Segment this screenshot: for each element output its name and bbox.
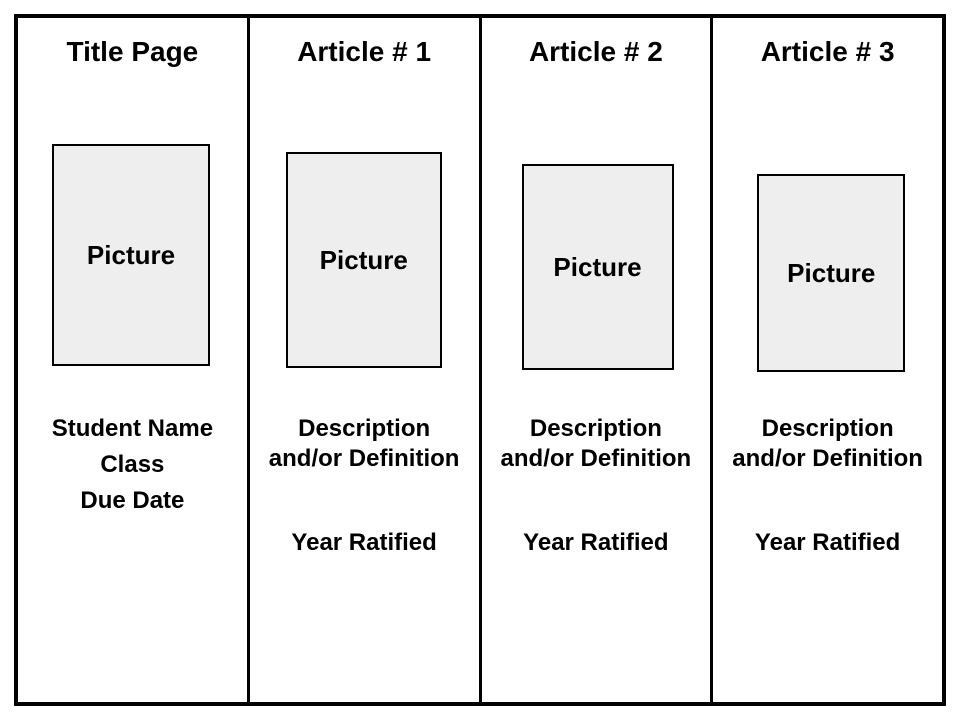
body-line: Due Date bbox=[34, 486, 231, 516]
body-line: Class bbox=[34, 450, 231, 480]
body-line: Description and/or Definition bbox=[266, 414, 463, 474]
picture-placeholder: Picture bbox=[286, 152, 442, 368]
table-row: Title Page Picture Student Name Class Du… bbox=[18, 18, 942, 702]
body-line: Description and/or Definition bbox=[729, 414, 926, 474]
body-line-spacer bbox=[498, 480, 695, 522]
column-body: Student Name Class Due Date bbox=[18, 408, 247, 522]
column-heading: Title Page bbox=[18, 36, 247, 68]
body-line: Year Ratified bbox=[266, 528, 463, 558]
column-body: Description and/or Definition Year Ratif… bbox=[482, 408, 711, 564]
picture-placeholder: Picture bbox=[52, 144, 210, 366]
picture-placeholder: Picture bbox=[522, 164, 674, 370]
body-line-spacer bbox=[266, 480, 463, 522]
column-article-2: Article # 2 Picture Description and/or D… bbox=[482, 18, 714, 702]
body-line-spacer bbox=[729, 480, 926, 522]
picture-placeholder: Picture bbox=[757, 174, 905, 372]
column-article-3: Article # 3 Picture Description and/or D… bbox=[713, 18, 942, 702]
picture-label: Picture bbox=[787, 258, 875, 289]
template-table: Title Page Picture Student Name Class Du… bbox=[14, 14, 946, 706]
column-body: Description and/or Definition Year Ratif… bbox=[713, 408, 942, 564]
column-body: Description and/or Definition Year Ratif… bbox=[250, 408, 479, 564]
column-article-1: Article # 1 Picture Description and/or D… bbox=[250, 18, 482, 702]
picture-label: Picture bbox=[553, 252, 641, 283]
body-line: Description and/or Definition bbox=[498, 414, 695, 474]
column-title-page: Title Page Picture Student Name Class Du… bbox=[18, 18, 250, 702]
column-heading: Article # 2 bbox=[482, 36, 711, 68]
body-line: Year Ratified bbox=[729, 528, 926, 558]
picture-label: Picture bbox=[87, 240, 175, 271]
column-heading: Article # 3 bbox=[713, 36, 942, 68]
column-heading: Article # 1 bbox=[250, 36, 479, 68]
body-line: Year Ratified bbox=[498, 528, 695, 558]
picture-label: Picture bbox=[320, 245, 408, 276]
body-line: Student Name bbox=[34, 414, 231, 444]
